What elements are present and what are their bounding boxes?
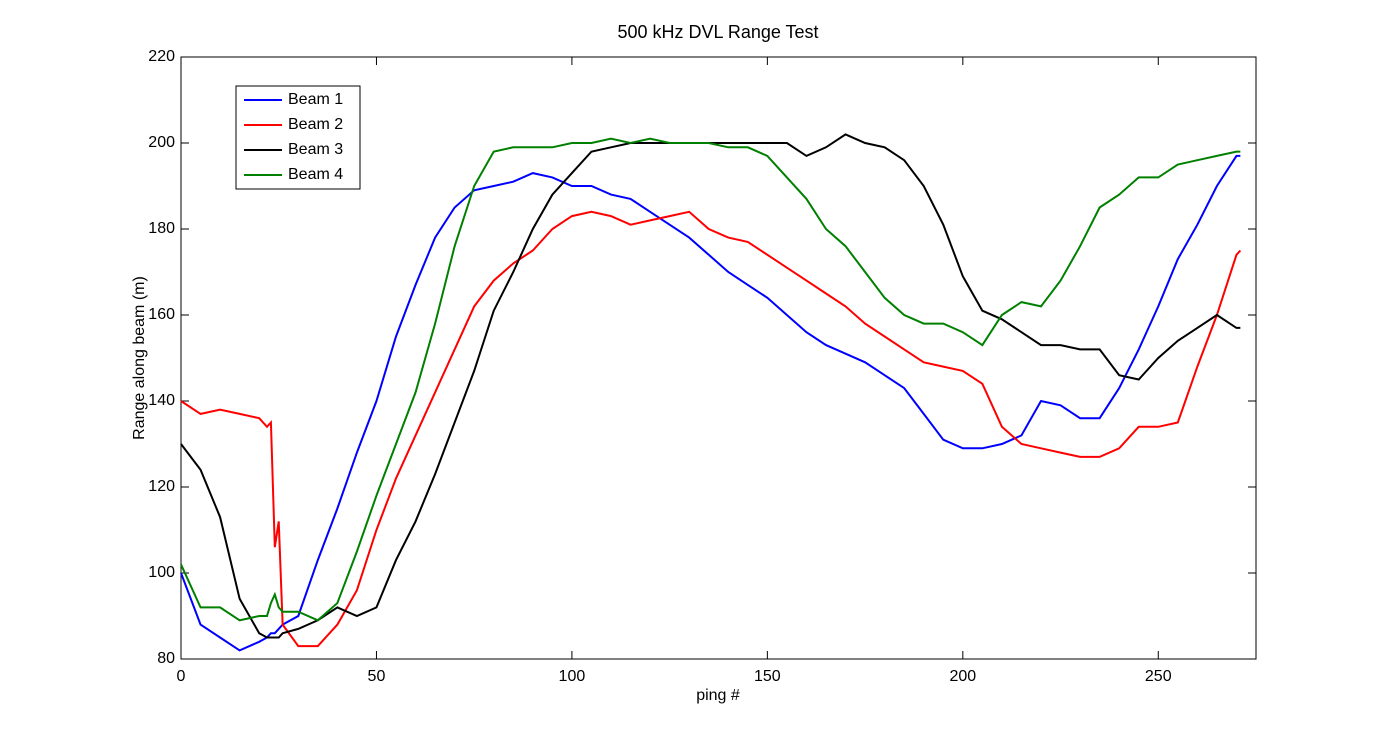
legend-label: Beam 2	[288, 116, 343, 133]
legend-label: Beam 1	[288, 91, 343, 108]
legend-label: Beam 3	[288, 141, 343, 158]
line-series	[180, 154, 1241, 652]
x-tick-label: 50	[368, 668, 386, 685]
y-tick-label: 220	[148, 48, 175, 65]
y-tick-label: 160	[148, 306, 175, 323]
line-series	[180, 137, 1241, 622]
x-axis-label: ping #	[696, 687, 740, 704]
x-tick-label: 200	[949, 668, 976, 685]
line-series	[180, 210, 1242, 648]
y-tick-label: 120	[148, 478, 175, 495]
line-series	[180, 133, 1241, 639]
legend	[235, 85, 361, 190]
legend-label: Beam 4	[288, 166, 343, 183]
y-tick-label: 140	[148, 392, 175, 409]
x-tick-label: 0	[177, 668, 186, 685]
x-tick-label: 100	[559, 668, 586, 685]
chart-title: 500 kHz DVL Range Test	[617, 22, 818, 42]
y-tick-label: 200	[148, 134, 175, 151]
y-tick-label: 100	[148, 564, 175, 581]
y-tick-label: 80	[157, 650, 175, 667]
x-tick-label: 150	[754, 668, 781, 685]
x-tick-label: 250	[1145, 668, 1172, 685]
y-tick-label: 180	[148, 220, 175, 237]
plot-frame	[180, 56, 1257, 660]
y-axis-label: Range along beam (m)	[131, 276, 148, 440]
